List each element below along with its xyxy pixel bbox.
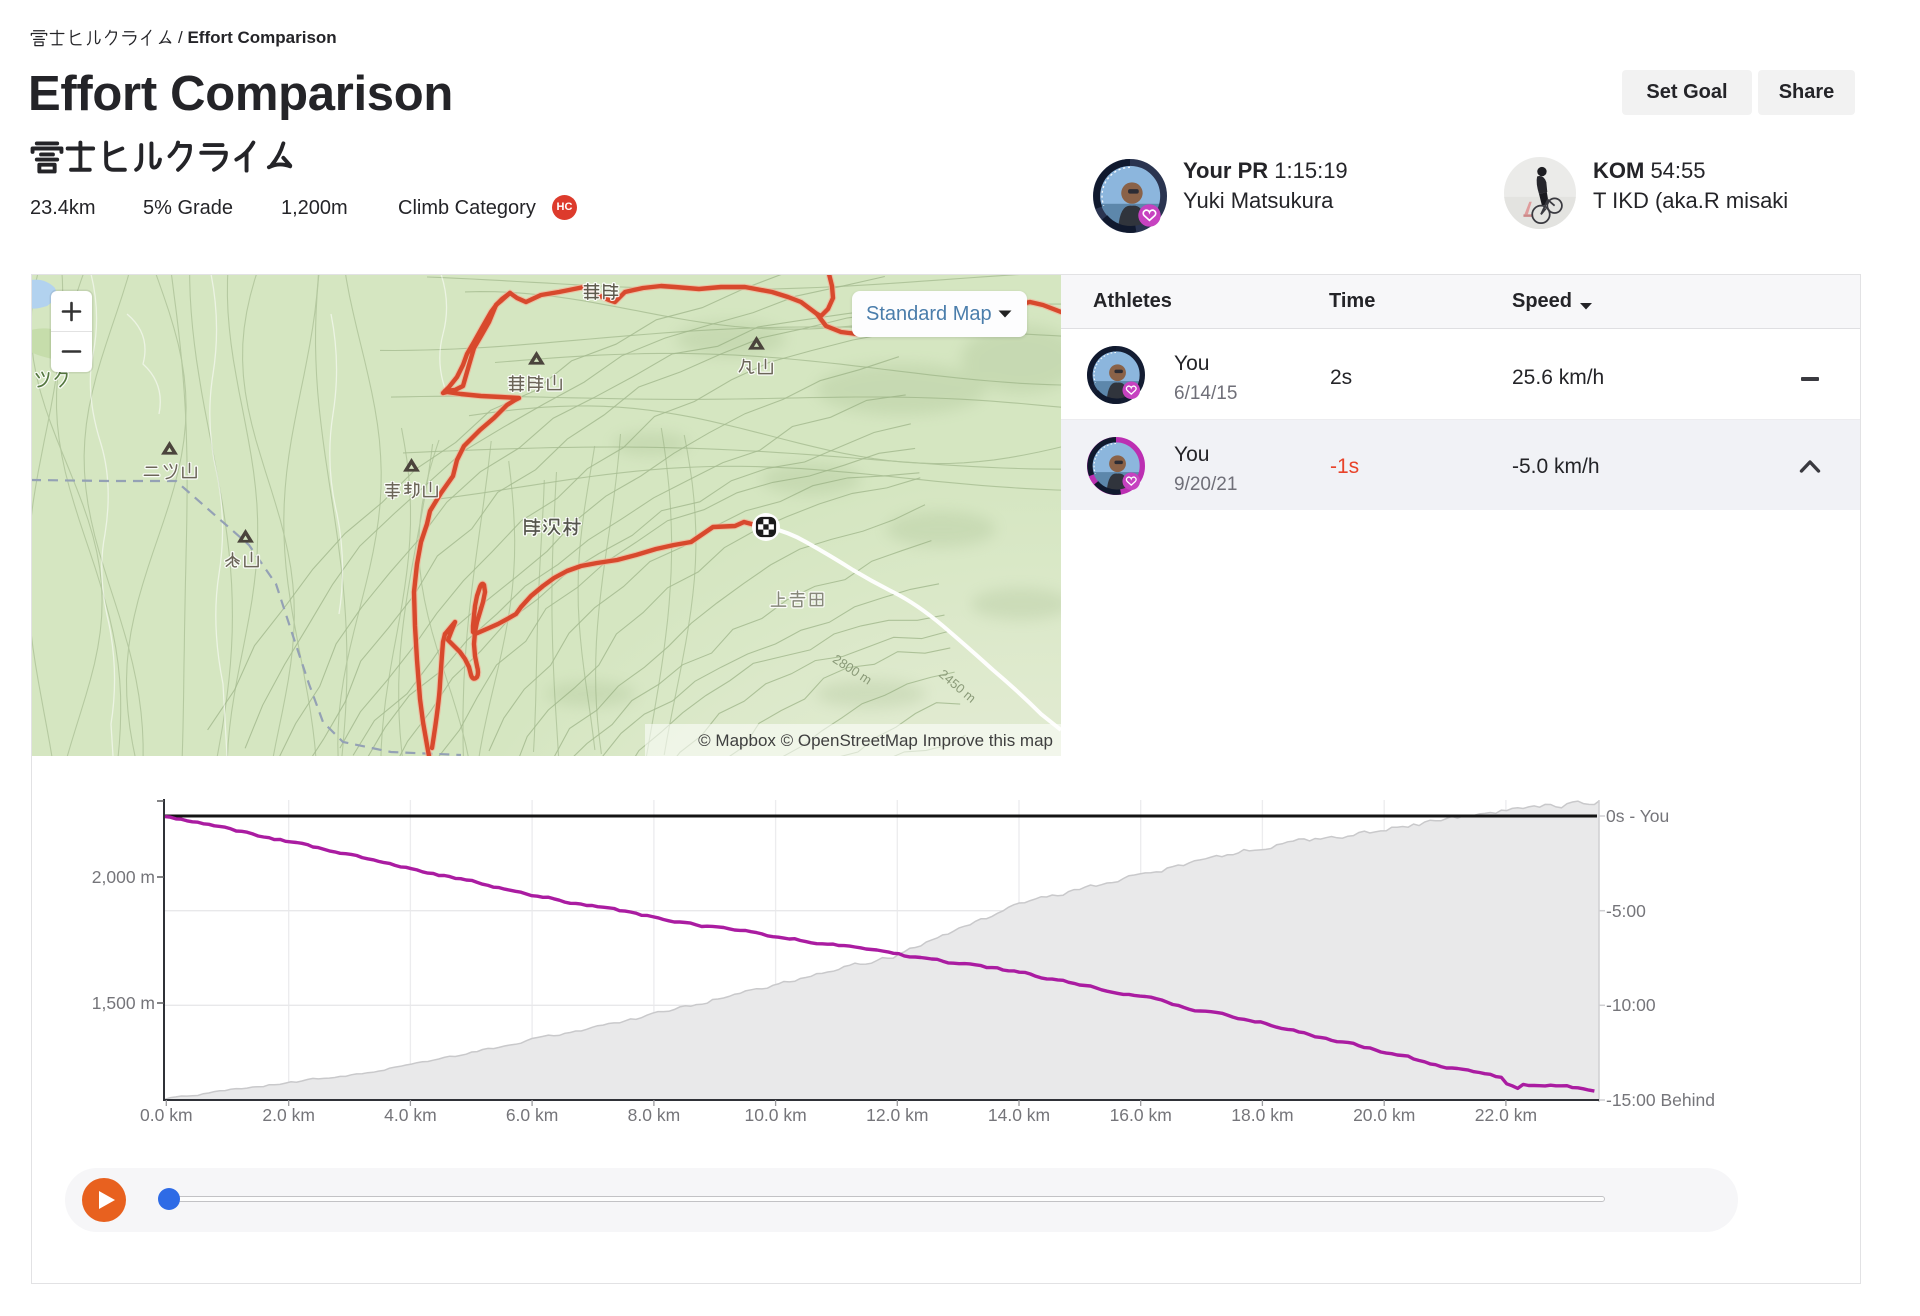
- svg-text:-15:00 Behind: -15:00 Behind: [1606, 1090, 1715, 1110]
- svg-text:4.0 km: 4.0 km: [384, 1105, 437, 1125]
- svg-text:1,500 m: 1,500 m: [92, 993, 155, 1013]
- svg-text:22.0 km: 22.0 km: [1475, 1105, 1537, 1125]
- svg-text:14.0 km: 14.0 km: [988, 1105, 1050, 1125]
- svg-text:10.0 km: 10.0 km: [744, 1105, 806, 1125]
- svg-text:12.0 km: 12.0 km: [866, 1105, 928, 1125]
- svg-text:20.0 km: 20.0 km: [1353, 1105, 1415, 1125]
- svg-text:-5:00: -5:00: [1606, 901, 1646, 921]
- svg-text:-10:00: -10:00: [1606, 995, 1656, 1015]
- svg-text:8.0 km: 8.0 km: [628, 1105, 681, 1125]
- svg-text:© Mapbox © OpenStreetMap Impro: © Mapbox © OpenStreetMap Improve this ma…: [698, 731, 1053, 750]
- svg-text:0s - You: 0s - You: [1606, 806, 1669, 826]
- svg-text:2.0 km: 2.0 km: [262, 1105, 315, 1125]
- svg-text:6.0 km: 6.0 km: [506, 1105, 559, 1125]
- svg-text:16.0 km: 16.0 km: [1110, 1105, 1172, 1125]
- svg-text:0.0 km: 0.0 km: [140, 1105, 193, 1125]
- svg-text:2,000 m: 2,000 m: [92, 867, 155, 887]
- svg-text:18.0 km: 18.0 km: [1231, 1105, 1293, 1125]
